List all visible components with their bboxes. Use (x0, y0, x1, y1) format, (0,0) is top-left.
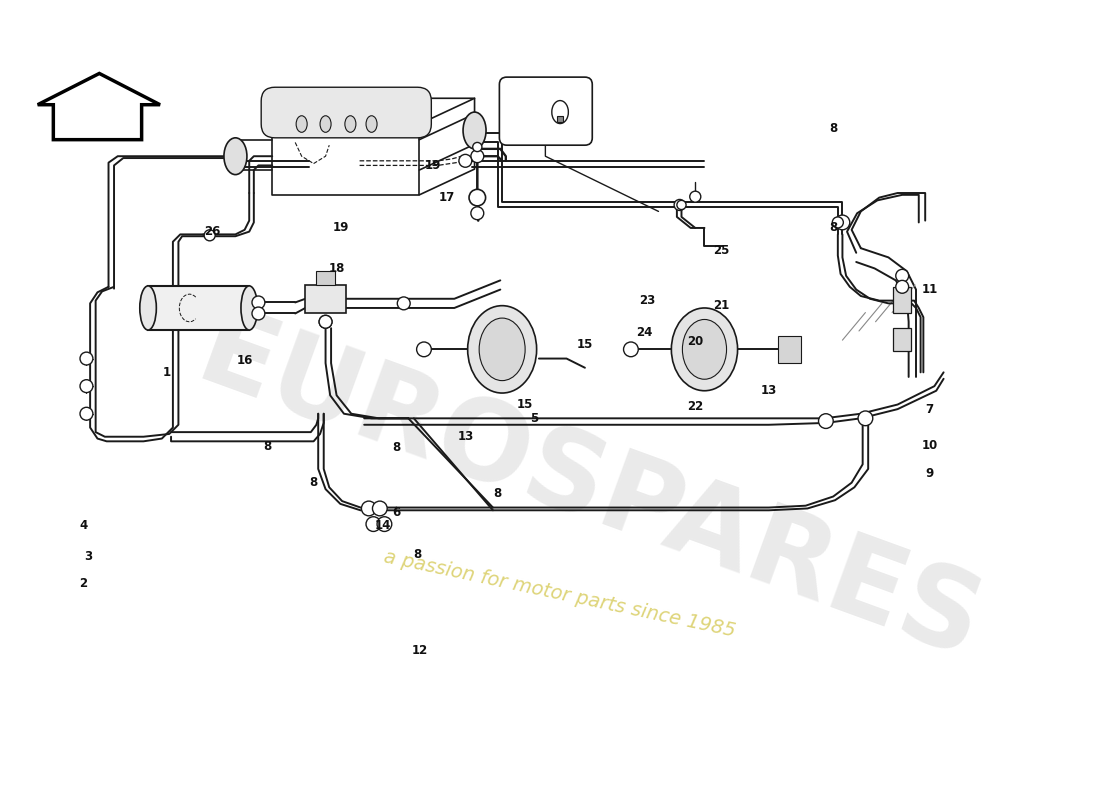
Text: 8: 8 (414, 548, 421, 561)
Text: 19: 19 (333, 222, 350, 234)
Circle shape (833, 217, 844, 228)
Text: 4: 4 (79, 519, 88, 533)
Text: 25: 25 (713, 243, 729, 257)
Circle shape (362, 501, 376, 516)
Text: 8: 8 (264, 440, 272, 454)
FancyBboxPatch shape (499, 77, 592, 145)
Circle shape (674, 199, 685, 210)
Circle shape (80, 380, 92, 393)
Circle shape (80, 407, 92, 420)
Text: 8: 8 (309, 476, 318, 490)
Ellipse shape (682, 319, 726, 379)
Ellipse shape (140, 286, 156, 330)
Ellipse shape (296, 116, 307, 132)
Ellipse shape (468, 306, 537, 393)
Ellipse shape (345, 116, 356, 132)
Text: 18: 18 (329, 262, 344, 275)
Circle shape (858, 411, 872, 426)
Text: 6: 6 (393, 506, 400, 518)
Text: 16: 16 (236, 354, 253, 367)
Circle shape (205, 230, 216, 241)
Circle shape (319, 315, 332, 328)
Circle shape (252, 296, 265, 309)
Ellipse shape (241, 286, 257, 330)
Text: 14: 14 (374, 519, 390, 533)
Text: 19: 19 (425, 159, 441, 172)
Text: 11: 11 (922, 283, 938, 296)
Ellipse shape (320, 116, 331, 132)
Ellipse shape (366, 116, 377, 132)
Text: 2: 2 (79, 578, 88, 590)
Circle shape (319, 315, 332, 328)
Text: 12: 12 (411, 643, 428, 657)
Polygon shape (37, 74, 160, 140)
Bar (778, 335, 801, 363)
Circle shape (895, 270, 909, 282)
Ellipse shape (463, 112, 486, 149)
Text: 10: 10 (922, 439, 938, 453)
Circle shape (473, 142, 482, 152)
Bar (148, 286, 250, 330)
Circle shape (676, 200, 686, 210)
Circle shape (835, 215, 850, 230)
Bar (317, 271, 334, 285)
Text: 7: 7 (926, 402, 934, 416)
Text: EUROSPARES: EUROSPARES (184, 299, 996, 682)
FancyBboxPatch shape (261, 87, 431, 138)
Circle shape (252, 307, 265, 320)
Circle shape (895, 280, 909, 294)
Ellipse shape (671, 308, 738, 390)
Text: 26: 26 (205, 225, 221, 238)
Bar (893, 287, 912, 313)
Circle shape (471, 207, 484, 220)
Circle shape (818, 414, 833, 429)
Text: 8: 8 (829, 122, 837, 135)
Circle shape (469, 190, 485, 206)
Circle shape (624, 342, 638, 357)
Text: 13: 13 (458, 430, 473, 443)
Circle shape (366, 517, 381, 531)
Text: 1: 1 (163, 366, 170, 379)
Text: 15: 15 (576, 338, 593, 351)
Text: 13: 13 (761, 384, 777, 398)
Text: 3: 3 (85, 550, 92, 562)
Text: 21: 21 (713, 298, 729, 312)
Text: 17: 17 (439, 191, 455, 204)
Text: 8: 8 (494, 487, 502, 500)
Circle shape (471, 150, 484, 162)
Text: 8: 8 (829, 221, 837, 234)
Text: 22: 22 (688, 400, 703, 413)
Ellipse shape (480, 318, 525, 381)
Circle shape (397, 297, 410, 310)
Circle shape (80, 352, 92, 365)
Text: 24: 24 (637, 326, 653, 339)
Circle shape (373, 501, 387, 516)
Bar (893, 328, 912, 351)
Circle shape (459, 154, 472, 167)
Text: 15: 15 (517, 398, 534, 411)
Circle shape (690, 191, 701, 202)
Text: 23: 23 (639, 294, 656, 307)
Circle shape (417, 342, 431, 357)
Text: 20: 20 (688, 335, 703, 349)
Bar (306, 285, 345, 313)
Text: 8: 8 (393, 442, 400, 454)
Text: a passion for motor parts since 1985: a passion for motor parts since 1985 (382, 547, 737, 641)
Ellipse shape (224, 138, 246, 174)
Text: 9: 9 (926, 467, 934, 480)
Text: 27: 27 (551, 0, 568, 2)
Circle shape (377, 517, 392, 531)
Text: 5: 5 (530, 412, 539, 425)
